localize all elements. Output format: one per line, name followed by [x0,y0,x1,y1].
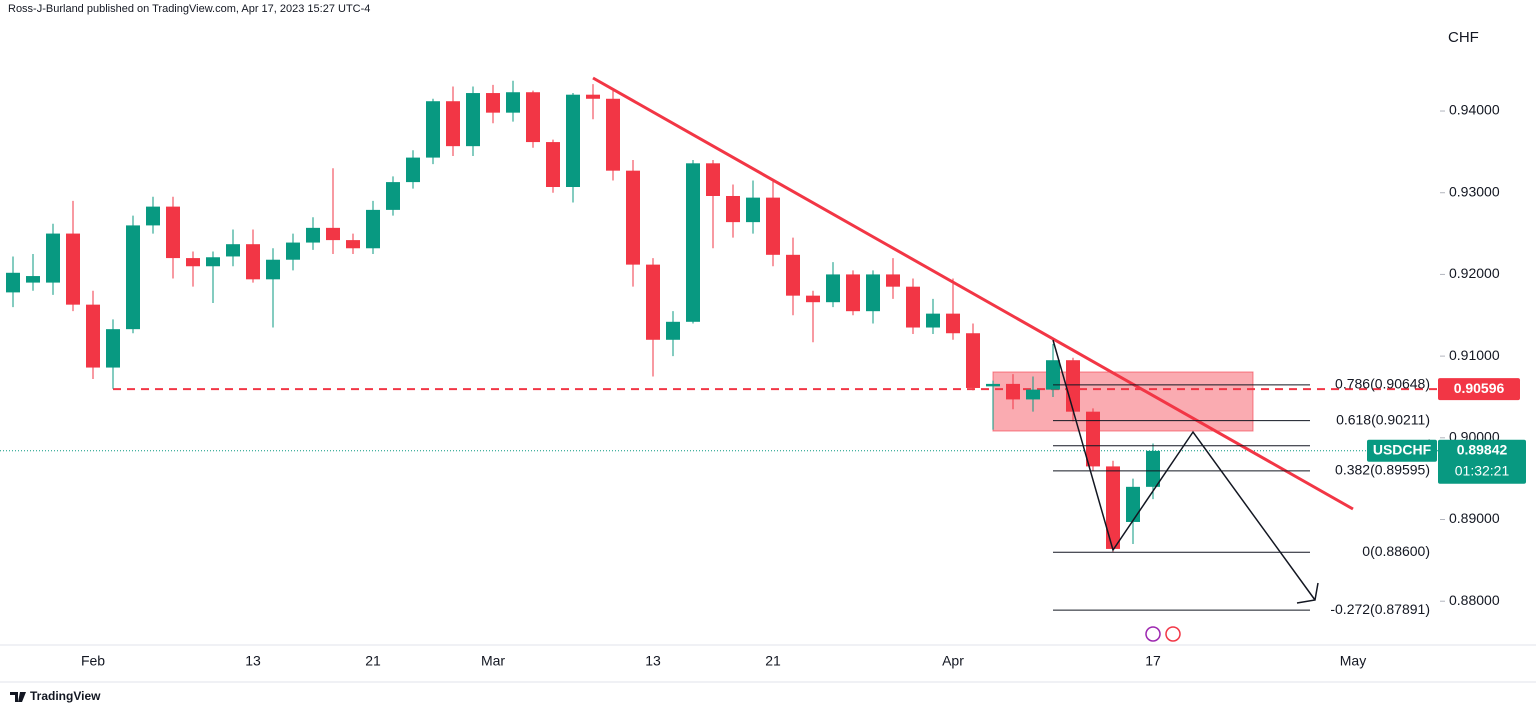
candle-body [106,329,120,368]
y-tick-label: 0.93000 [1449,183,1500,199]
candle-body [326,227,340,241]
candle-body [806,295,820,303]
fib-label: -0.272(0.87891) [1330,601,1430,617]
candle-body [706,163,720,196]
y-tick-label: 0.94000 [1449,102,1500,118]
candle-body [486,93,500,113]
candle-body [186,258,200,267]
candle-body [466,93,480,147]
axis-title: CHF [1448,29,1479,46]
x-tick-label: 21 [765,653,781,669]
y-tick-label: 0.89000 [1449,510,1500,526]
candle-body [266,259,280,280]
candle-body [346,240,360,249]
candle-body [406,157,420,183]
brand-logo [10,692,26,702]
candle-body [126,225,140,330]
x-tick-label: 13 [245,653,261,669]
x-tick-label: May [1340,653,1366,669]
candle-body [366,209,380,249]
candle-body [506,92,520,113]
candle-body [906,286,920,328]
last-price-badge [1438,439,1526,484]
candle-body [386,182,400,210]
x-tick-label: Mar [481,653,505,669]
candle-body [1126,486,1140,522]
x-tick-label: 13 [645,653,661,669]
candle-body [206,257,220,267]
x-tick-label: Feb [81,653,105,669]
candle-body [566,94,580,188]
symbol-label: USDCHF [1373,441,1432,457]
candle-body [1146,450,1160,487]
candle-body [886,274,900,287]
candle-body [606,98,620,171]
candle-body [166,206,180,259]
candle-body [46,233,60,283]
candle-body [986,383,1000,387]
fib-label: 0(0.88600) [1362,543,1430,559]
candle-body [1006,383,1020,400]
candle-body [306,227,320,243]
candle-body [826,274,840,303]
candle-body [946,313,960,334]
candle-body [246,244,260,280]
x-tick-label: 17 [1145,653,1161,669]
candle-body [1046,360,1060,390]
resistance-zone [992,371,1254,432]
symbol-badge [1367,439,1437,462]
support-badge [1438,378,1520,401]
trend-line [592,76,1354,511]
countdown: 01:32:21 [1455,462,1510,478]
candle-body [1066,360,1080,412]
candle-body [286,242,300,260]
x-tick-label: 21 [365,653,381,669]
candle-body [626,170,640,265]
candle-body [66,233,80,305]
candle-body [446,101,460,147]
fib-label: 0.786(0.90648) [1335,376,1430,392]
event-icon[interactable] [1145,626,1161,642]
event-icon[interactable] [1165,626,1181,642]
candle-body [666,321,680,340]
candle-body [86,304,100,368]
candle-body [526,92,540,143]
candle-body [646,264,660,340]
candle-body [426,101,440,158]
candle-body [726,195,740,223]
candle-body [226,244,240,257]
candle-body [786,254,800,296]
candle-body [966,333,980,388]
candle-body [866,274,880,312]
arrow-head [1296,582,1319,604]
x-tick-label: Apr [942,653,964,669]
candle-body [1106,466,1120,549]
candle-body [6,272,20,293]
candle-body [26,276,40,283]
candle-body [546,142,560,188]
last-price-label: 0.89842 [1457,441,1508,457]
candle-body [686,163,700,322]
y-tick-label: 0.92000 [1449,265,1500,281]
y-tick-label: 0.88000 [1449,592,1500,608]
support-label: 0.90596 [1454,380,1505,396]
y-tick-label: 0.91000 [1449,347,1500,363]
candle-body [766,197,780,255]
fib-label: 0.618(0.90211) [1336,411,1430,427]
brand: TradingView [30,689,101,703]
candle-body [1086,411,1100,467]
projection-path [1052,339,1316,601]
candle-body [586,94,600,99]
candle-body [146,206,160,226]
header: Ross-J-Burland published on TradingView.… [8,3,370,15]
fib-label: 0.382(0.89595) [1335,462,1430,478]
candle-body [1026,389,1040,400]
candle-body [846,274,860,312]
candle-body [746,197,760,223]
candle-body [926,313,940,328]
